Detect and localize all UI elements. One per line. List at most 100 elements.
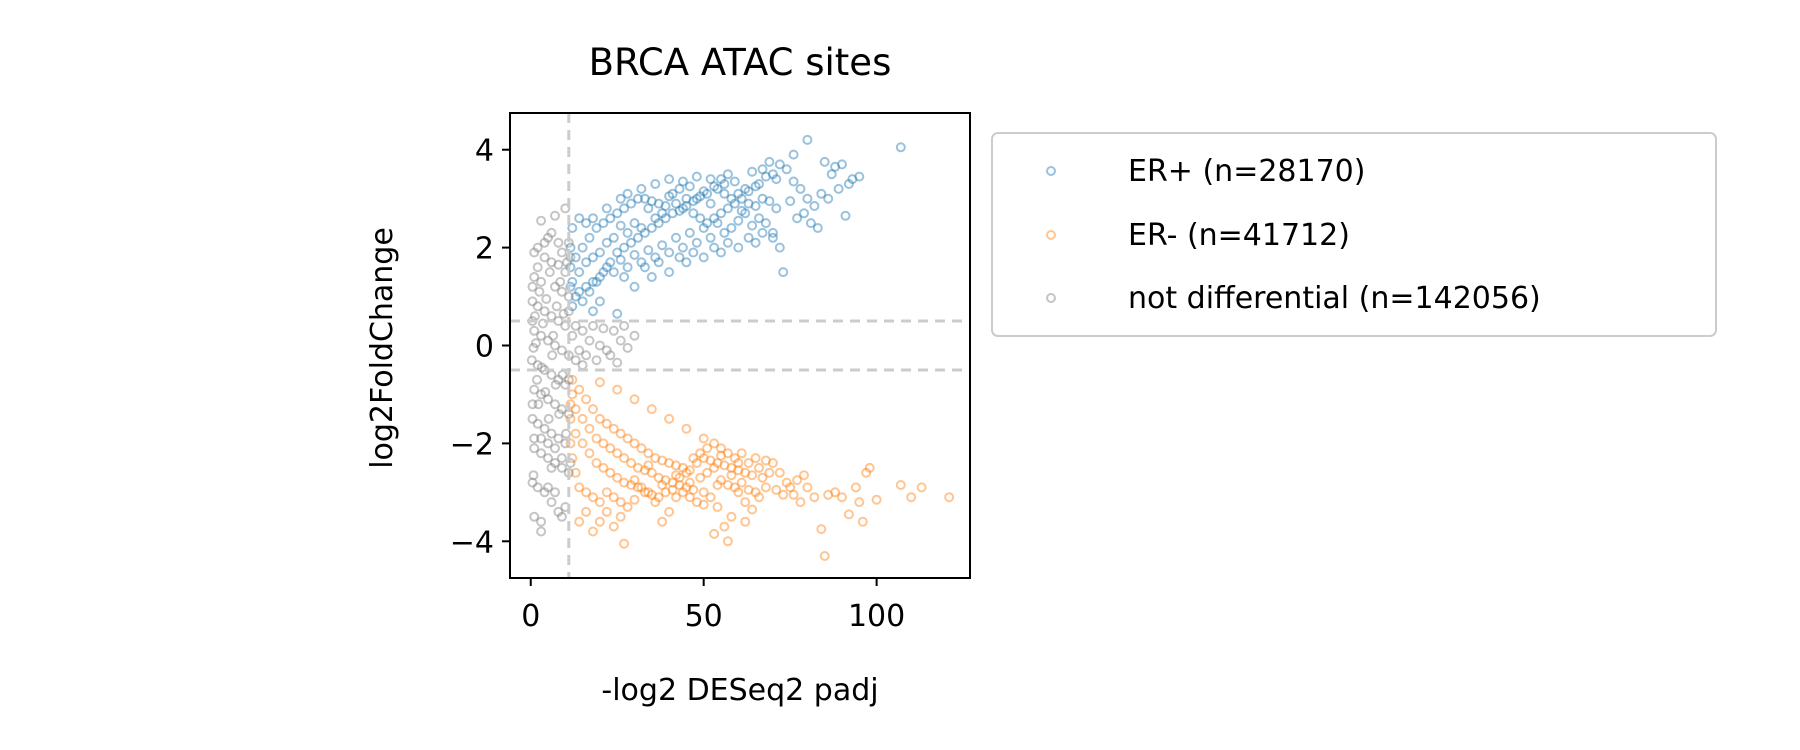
data-point (529, 325, 540, 336)
data-point (646, 223, 657, 233)
data-point (581, 281, 592, 292)
data-point (722, 237, 733, 248)
data-point (619, 453, 630, 464)
data-point (608, 521, 619, 532)
data-point (532, 262, 543, 273)
data-point (622, 262, 633, 273)
data-point (643, 448, 654, 459)
data-point (774, 467, 785, 478)
x-tick-label: 100 (848, 599, 905, 634)
data-point (639, 465, 650, 476)
data-point (688, 208, 699, 219)
data-point (760, 218, 771, 229)
data-point (757, 193, 768, 204)
data-point (743, 198, 754, 209)
data-point (646, 467, 657, 478)
data-point (553, 374, 564, 385)
data-point (565, 262, 576, 273)
data-point (584, 335, 595, 346)
data-point (532, 301, 543, 312)
data-point (743, 186, 754, 197)
data-point (778, 267, 789, 278)
data-point (850, 482, 861, 493)
data-point (764, 156, 775, 167)
data-point (698, 487, 709, 498)
data-point (916, 482, 927, 493)
series-0 (565, 134, 906, 319)
data-point (608, 325, 619, 336)
data-point (551, 301, 562, 312)
data-point (760, 482, 771, 493)
data-point (539, 252, 550, 263)
data-point (657, 455, 668, 466)
data-point (816, 524, 827, 535)
data-point (750, 453, 761, 464)
data-point (548, 330, 559, 341)
data-point (636, 183, 647, 194)
legend-label-er-minus: ER- (n=41712) (1128, 218, 1350, 253)
data-point (653, 257, 664, 268)
data-point (684, 465, 695, 476)
data-point (565, 399, 576, 410)
data-point (802, 134, 813, 145)
data-point (698, 252, 709, 263)
data-point (733, 465, 744, 476)
data-point (536, 448, 547, 459)
data-point (667, 484, 678, 495)
data-point (529, 384, 540, 395)
data-point (764, 196, 775, 207)
data-point (747, 220, 758, 231)
data-point (674, 252, 685, 263)
y-tick-label: 2 (475, 232, 494, 267)
data-point (740, 516, 751, 527)
data-point (560, 203, 571, 214)
data-point (722, 536, 733, 547)
data-point (712, 502, 723, 512)
data-point (629, 394, 640, 405)
data-point (709, 213, 720, 224)
data-point (740, 497, 751, 508)
data-point (712, 218, 723, 229)
data-point (543, 413, 554, 424)
data-point (667, 208, 678, 219)
data-point (709, 462, 720, 473)
y-tick-label: 4 (475, 134, 494, 169)
data-point (550, 443, 560, 454)
data-point (681, 201, 692, 211)
data-point (650, 213, 661, 224)
data-point (622, 433, 633, 444)
threshold-lines (510, 113, 970, 578)
data-point (716, 475, 726, 486)
data-point (743, 458, 754, 468)
data-point (550, 210, 560, 221)
data-point (537, 318, 548, 329)
data-point (605, 350, 616, 361)
data-point (667, 477, 678, 488)
data-point (847, 174, 858, 185)
data-point (643, 487, 654, 498)
data-point (716, 247, 726, 258)
data-point (750, 181, 761, 192)
data-point (698, 453, 709, 464)
data-point (705, 232, 716, 243)
data-point (581, 506, 592, 517)
data-point (639, 193, 650, 204)
data-point (577, 242, 588, 253)
data-point (695, 191, 706, 202)
data-point (688, 247, 699, 258)
data-point (767, 227, 778, 238)
data-point (664, 458, 675, 468)
data-point (532, 360, 543, 371)
data-point (754, 179, 764, 189)
data-point (674, 480, 685, 490)
data-point (650, 252, 661, 263)
data-point (716, 450, 726, 461)
data-point (615, 511, 626, 522)
data-point (570, 467, 581, 478)
data-point (809, 492, 820, 503)
data-point (588, 276, 598, 287)
data-point (567, 374, 578, 385)
data-point (574, 267, 585, 278)
data-point (684, 227, 695, 238)
data-point (757, 472, 768, 483)
